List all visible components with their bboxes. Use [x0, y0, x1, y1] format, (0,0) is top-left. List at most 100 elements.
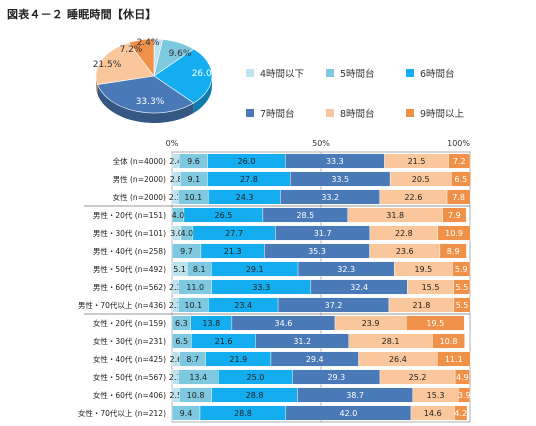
bar-value-label: 3.9	[458, 391, 471, 400]
legend-swatch-2	[326, 69, 334, 77]
bar-value-label: 20.5	[412, 175, 430, 184]
bar-value-label: 26.4	[389, 355, 407, 364]
bar-segment	[406, 315, 465, 331]
bar-value-label: 42.0	[340, 409, 358, 418]
pie-slice-6	[128, 38, 155, 77]
bar-value-label: 2.1	[169, 301, 182, 310]
bar-segment	[452, 261, 471, 277]
bar-value-label: 32.3	[337, 265, 355, 274]
bar-value-label: 11.1	[445, 355, 463, 364]
bar-value-label: 10.1	[184, 193, 202, 202]
category-label: 男性・30代 (n=101)	[93, 228, 166, 238]
bar-value-label: 2.3	[169, 283, 182, 292]
bar-value-label: 2.1	[169, 373, 182, 382]
bar-segment	[439, 243, 467, 259]
bar-segment	[458, 387, 471, 403]
bar-value-label: 29.4	[306, 355, 324, 364]
bar-value-label: 15.3	[427, 391, 445, 400]
bar-value-label: 28.1	[382, 337, 400, 346]
category-label: 女性・50代 (n=567)	[93, 372, 166, 382]
legend-swatch-3	[406, 69, 414, 77]
bar-value-label: 33.3	[252, 283, 270, 292]
bar-segment	[437, 225, 471, 241]
bar-value-label: 22.8	[395, 229, 413, 238]
bar-value-label: 19.5	[426, 319, 444, 328]
bar-value-label: 2.5	[169, 391, 182, 400]
category-label: 女性・20代 (n=159)	[93, 318, 166, 328]
pie-slice-5	[95, 42, 155, 85]
bar-value-label: 2.8	[170, 175, 183, 184]
bar-value-label: 21.8	[413, 301, 431, 310]
legend: 4時間以下 5時間台 6時間台 7時間台 8時間台 9時間以上	[246, 68, 465, 120]
bar-value-label: 14.6	[424, 409, 442, 418]
category-label: 女性・40代 (n=425)	[93, 354, 166, 364]
bar-segment	[453, 297, 471, 313]
category-label: 女性 (n=2000)	[113, 192, 166, 202]
bar-segment	[454, 405, 468, 421]
legend-label-2: 5時間台	[340, 68, 375, 80]
x-tick-label: 50%	[312, 139, 330, 148]
stacked-bar-chart: 0% 50% 100% 全体 (n=4000) 2.4 9.6 26.0 33.3 21.5 7.…	[78, 139, 471, 423]
bar-value-label: 31.7	[314, 229, 332, 238]
category-label: 女性・60代 (n=406)	[93, 390, 166, 400]
pie-slice-4	[97, 75, 195, 114]
bar-value-label: 8.1	[193, 265, 206, 274]
bar-value-label: 5.1	[173, 265, 186, 274]
x-tick-label: 100%	[447, 139, 470, 148]
bar-value-label: 25.0	[247, 373, 265, 382]
bar-value-label: 26.0	[238, 157, 256, 166]
legend-label-3: 6時間台	[420, 68, 455, 80]
bar-value-label: 7.2	[453, 157, 466, 166]
bar-segment	[442, 207, 467, 223]
category-label: 男性・60代 (n=562)	[93, 282, 166, 292]
bar-value-label: 28.5	[296, 211, 314, 220]
bar-value-label: 38.7	[346, 391, 364, 400]
legend-label-4: 7時間台	[260, 108, 295, 120]
bar-segment	[446, 189, 471, 205]
bar-value-label: 10.1	[184, 301, 202, 310]
pie-label-4: 33.3%	[136, 97, 165, 107]
bar-value-label: 23.9	[362, 319, 380, 328]
bar-value-label: 29.3	[327, 373, 345, 382]
bar-value-label: 31.8	[386, 211, 404, 220]
legend-swatch-5	[326, 109, 334, 117]
bar-segment	[454, 369, 470, 385]
category-label: 女性・30代 (n=231)	[93, 336, 166, 346]
legend-label-1: 4時間以下	[260, 69, 304, 80]
category-label: 全体 (n=4000)	[113, 156, 166, 166]
category-label: 男性・50代 (n=492)	[93, 264, 166, 274]
bar-value-label: 24.3	[236, 193, 254, 202]
legend-label-5: 8時間台	[340, 108, 375, 120]
category-label: 男性・20代 (n=151)	[93, 210, 166, 220]
bar-value-label: 8.7	[186, 355, 199, 364]
bar-value-label: 6.5	[455, 175, 468, 184]
bar-value-label: 9.4	[180, 409, 193, 418]
bar-value-label: 31.2	[293, 337, 311, 346]
pie-label-1: 2.4%	[137, 38, 160, 48]
bar-value-label: 5.9	[455, 265, 468, 274]
bar-value-label: 28.8	[234, 409, 252, 418]
category-label: 女性・70代以上 (n=212)	[78, 408, 166, 418]
bar-value-label: 23.4	[234, 301, 252, 310]
bar-value-label: 32.4	[350, 283, 368, 292]
bar-segment	[437, 351, 471, 367]
bar-segment	[451, 171, 471, 187]
figure-title: 図表４－２ 睡眠時間【休日】	[7, 8, 157, 21]
legend-swatch-1	[246, 69, 254, 77]
bar-value-label: 21.5	[408, 157, 426, 166]
bar-value-label: 15.5	[422, 283, 440, 292]
bar-value-label: 22.6	[404, 193, 422, 202]
bar-value-label: 9.6	[187, 157, 200, 166]
bar-value-label: 27.8	[240, 175, 258, 184]
category-label: 男性 (n=2000)	[113, 174, 166, 184]
bar-value-label: 2.6	[170, 355, 183, 364]
pie-label-6: 7.2%	[120, 45, 143, 55]
bar-segment	[432, 333, 465, 349]
bar-value-label: 33.2	[321, 193, 339, 202]
bar-value-label: 27.7	[225, 229, 243, 238]
category-label: 男性・70代以上 (n=436)	[78, 300, 166, 310]
bar-value-label: 26.5	[214, 211, 232, 220]
pie-label-5: 21.5%	[93, 60, 122, 70]
bar-value-label: 25.2	[409, 373, 427, 382]
